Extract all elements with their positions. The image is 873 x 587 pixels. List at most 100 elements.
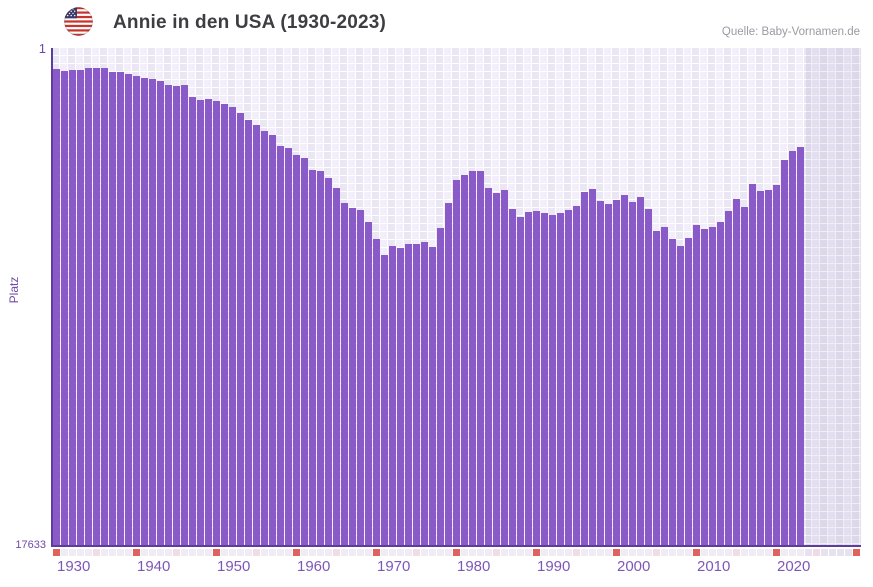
bar-1950[interactable] bbox=[213, 101, 220, 545]
bar-1992[interactable] bbox=[549, 215, 556, 545]
bar-1989[interactable] bbox=[525, 212, 532, 545]
bar-2013[interactable] bbox=[717, 222, 724, 545]
bar-1951[interactable] bbox=[221, 104, 228, 545]
bar-1962[interactable] bbox=[309, 170, 316, 545]
bar-1987[interactable] bbox=[509, 209, 516, 545]
bar-1971[interactable] bbox=[381, 255, 388, 545]
bar-2004[interactable] bbox=[645, 209, 652, 545]
bar-1996[interactable] bbox=[581, 192, 588, 545]
bar-1983[interactable] bbox=[477, 171, 484, 545]
bar-1958[interactable] bbox=[277, 146, 284, 545]
bar-1984[interactable] bbox=[485, 188, 492, 545]
bar-1976[interactable] bbox=[421, 242, 428, 545]
bar-1954[interactable] bbox=[245, 120, 252, 545]
bar-1963[interactable] bbox=[317, 171, 324, 545]
bar-1940[interactable] bbox=[133, 76, 140, 545]
bar-1978[interactable] bbox=[437, 228, 444, 545]
bar-1961[interactable] bbox=[301, 158, 308, 545]
x-tick-label-1940: 1940 bbox=[137, 558, 171, 575]
bar-1943[interactable] bbox=[157, 81, 164, 545]
bar-1955[interactable] bbox=[253, 125, 260, 545]
year-square-1938 bbox=[117, 549, 124, 556]
bar-1966[interactable] bbox=[341, 203, 348, 545]
bar-1972[interactable] bbox=[389, 246, 396, 545]
bar-1944[interactable] bbox=[165, 85, 172, 545]
year-square-1996 bbox=[581, 549, 588, 556]
bar-2012[interactable] bbox=[709, 227, 716, 545]
bar-1985[interactable] bbox=[493, 193, 500, 545]
year-square-1936 bbox=[101, 549, 108, 556]
bar-2011[interactable] bbox=[701, 229, 708, 545]
bar-2009[interactable] bbox=[685, 238, 692, 545]
bar-1960[interactable] bbox=[293, 155, 300, 545]
bar-2001[interactable] bbox=[621, 195, 628, 545]
bar-2005[interactable] bbox=[653, 231, 660, 545]
bar-1990[interactable] bbox=[533, 211, 540, 545]
bar-2016[interactable] bbox=[741, 207, 748, 545]
bar-1941[interactable] bbox=[141, 78, 148, 545]
bar-1930[interactable] bbox=[53, 69, 60, 545]
bar-1964[interactable] bbox=[325, 178, 332, 545]
bar-1937[interactable] bbox=[109, 72, 116, 545]
bar-1970[interactable] bbox=[373, 239, 380, 545]
bar-2006[interactable] bbox=[661, 227, 668, 545]
bar-1969[interactable] bbox=[365, 222, 372, 545]
bar-2008[interactable] bbox=[677, 246, 684, 545]
bar-2014[interactable] bbox=[725, 211, 732, 545]
bar-1977[interactable] bbox=[429, 247, 436, 545]
bar-1945[interactable] bbox=[173, 86, 180, 545]
bar-1998[interactable] bbox=[597, 201, 604, 545]
bar-2019[interactable] bbox=[765, 190, 772, 545]
bar-2000[interactable] bbox=[613, 200, 620, 545]
bar-2022[interactable] bbox=[789, 151, 796, 545]
bar-1981[interactable] bbox=[461, 175, 468, 545]
bar-1933[interactable] bbox=[77, 70, 84, 545]
bar-1982[interactable] bbox=[469, 171, 476, 545]
bar-1968[interactable] bbox=[357, 210, 364, 545]
bar-2010[interactable] bbox=[693, 225, 700, 545]
bar-1986[interactable] bbox=[501, 190, 508, 545]
bar-1939[interactable] bbox=[125, 74, 132, 545]
bar-1934[interactable] bbox=[85, 68, 92, 545]
bar-1936[interactable] bbox=[101, 68, 108, 545]
bar-1946[interactable] bbox=[181, 85, 188, 545]
year-square-1974 bbox=[405, 549, 412, 556]
bar-2018[interactable] bbox=[757, 191, 764, 545]
bar-1957[interactable] bbox=[269, 135, 276, 545]
bar-1997[interactable] bbox=[589, 189, 596, 545]
bar-1932[interactable] bbox=[69, 70, 76, 545]
bar-1942[interactable] bbox=[149, 79, 156, 545]
bar-1967[interactable] bbox=[349, 208, 356, 545]
bar-1974[interactable] bbox=[405, 244, 412, 545]
bar-1965[interactable] bbox=[333, 188, 340, 545]
bar-2023[interactable] bbox=[797, 147, 804, 545]
bar-2007[interactable] bbox=[669, 239, 676, 545]
year-square-2002 bbox=[629, 549, 636, 556]
bar-1979[interactable] bbox=[445, 203, 452, 545]
bar-1988[interactable] bbox=[517, 217, 524, 545]
bar-1953[interactable] bbox=[237, 113, 244, 545]
bar-1980[interactable] bbox=[453, 180, 460, 545]
bar-1959[interactable] bbox=[285, 148, 292, 545]
bar-1947[interactable] bbox=[189, 97, 196, 545]
bar-1975[interactable] bbox=[413, 244, 420, 545]
bar-2015[interactable] bbox=[733, 199, 740, 545]
bar-1995[interactable] bbox=[573, 206, 580, 545]
bar-1993[interactable] bbox=[557, 213, 564, 545]
bar-1991[interactable] bbox=[541, 213, 548, 545]
bar-2002[interactable] bbox=[629, 202, 636, 545]
bar-1999[interactable] bbox=[605, 204, 612, 545]
bar-1994[interactable] bbox=[565, 210, 572, 545]
bar-1938[interactable] bbox=[117, 72, 124, 545]
bar-1952[interactable] bbox=[229, 107, 236, 545]
bar-1973[interactable] bbox=[397, 248, 404, 545]
bar-1949[interactable] bbox=[205, 99, 212, 545]
bar-2017[interactable] bbox=[749, 184, 756, 545]
bar-2003[interactable] bbox=[637, 197, 644, 545]
bar-1935[interactable] bbox=[93, 68, 100, 545]
bar-1956[interactable] bbox=[261, 131, 268, 545]
bar-1948[interactable] bbox=[197, 100, 204, 545]
bar-2020[interactable] bbox=[773, 185, 780, 545]
bar-2021[interactable] bbox=[781, 160, 788, 545]
bar-1931[interactable] bbox=[61, 71, 68, 545]
